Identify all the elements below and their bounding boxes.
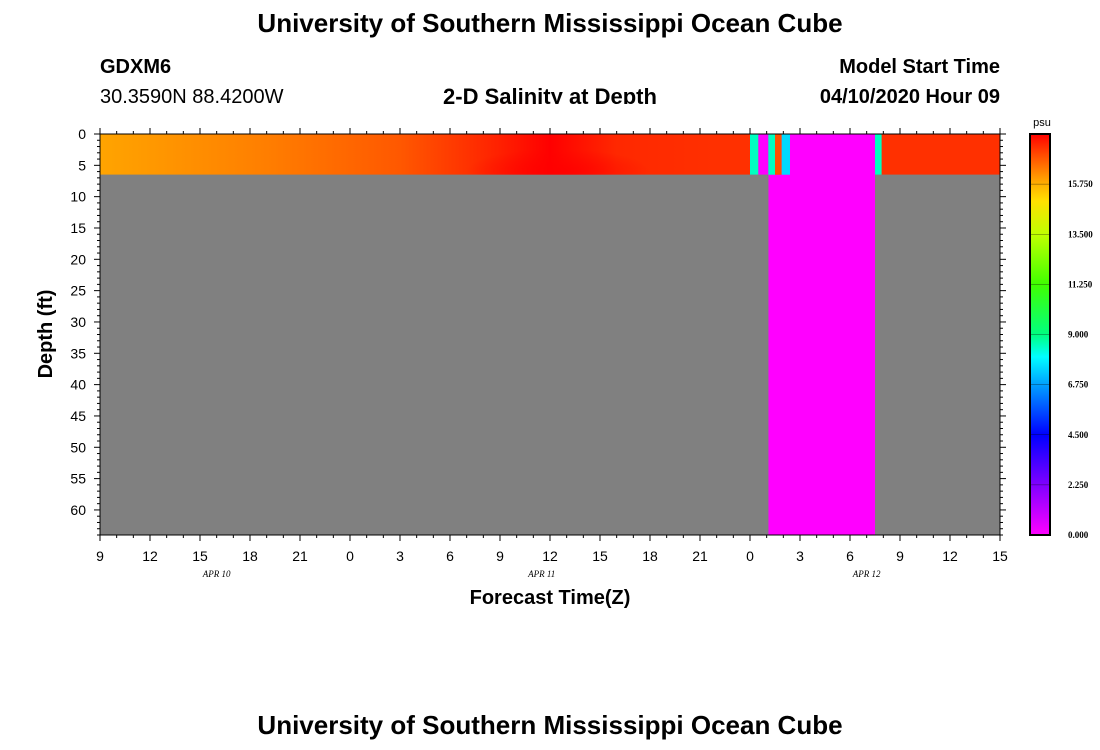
y-tick-label: 20 [70,251,86,267]
y-tick-label: 60 [70,502,86,518]
surface-segment [875,134,882,175]
y-tick-label: 40 [70,377,86,393]
surface-segment [768,134,775,175]
y-tick-label: 10 [70,189,86,205]
y-tick-label: 15 [70,220,86,236]
surface-segment [750,134,759,175]
date-label: APR 11 [527,569,555,579]
y-tick-label: 35 [70,345,86,361]
colorbar-label: 4.500 [1068,430,1089,440]
x-tick-label: 21 [292,548,308,564]
x-tick-label: 3 [396,548,404,564]
x-tick-label: 21 [692,548,708,564]
y-tick-label: 45 [70,408,86,424]
colorbar: 0.000 2.250 4.500 6.750 9.000 11.250 13.500 15.… [1029,133,1093,540]
plot-area [100,104,1000,535]
x-tick-label: 3 [796,548,804,564]
fresh-water-column [768,134,875,535]
y-tick-label: 55 [70,471,86,487]
x-tick-label: 15 [992,548,1008,564]
colorbar-unit: psu [1033,117,1051,129]
colorbar-label: 13.500 [1068,229,1093,239]
y-tick-label: 30 [70,314,86,330]
x-tick-label: 15 [192,548,208,564]
y-tick-label: 25 [70,283,86,299]
colorbar-label: 9.000 [1068,330,1089,340]
colorbar-label: 11.250 [1068,279,1093,289]
colorbar-label: 2.250 [1068,480,1089,490]
footer-title: University of Southern Mississippi Ocean… [257,710,843,740]
x-tick-label: 9 [496,548,504,564]
x-tick-label: 12 [142,548,158,564]
station-coordinates: 30.3590N 88.4200W [100,86,284,108]
x-axis-title: Forecast Time(Z) [470,587,631,609]
colorbar-label: 0.000 [1068,530,1089,540]
surface-salinity-band [100,134,750,175]
missing-data-left [100,174,769,535]
colorbar-label: 6.750 [1068,380,1089,390]
x-tick-label: 18 [242,548,258,564]
x-tick-label: 12 [942,548,958,564]
axes: 9 12 15 18 21 0 3 6 9 12 15 18 21 0 3 6 9 12 15 APR 10 APR 1… [70,126,1008,579]
model-start-label: Model Start Time [839,56,1000,78]
x-tick-label: 9 [96,548,104,564]
model-start-value: 04/10/2020 Hour 09 [819,86,1000,108]
surface-segment [758,134,769,175]
x-tick-label: 15 [592,548,608,564]
colorbar-label: 15.750 [1068,179,1093,189]
date-label: APR 12 [852,569,881,579]
station-id: GDXM6 [100,56,172,78]
y-tick-label: 50 [70,439,86,455]
y-tick-label: 0 [78,126,86,142]
x-tick-label: 18 [642,548,658,564]
y-axis-title: Depth (ft) [35,290,57,379]
x-tick-label: 0 [746,548,754,564]
y-tick-label: 5 [78,157,86,173]
surface-segment [781,134,790,175]
surface-segment [775,134,782,175]
date-label: APR 10 [202,569,231,579]
surface-segment [881,134,1000,175]
page-title: University of Southern Mississippi Ocean… [257,8,843,38]
x-tick-label: 12 [542,548,558,564]
missing-data-right [875,174,1000,535]
x-tick-label: 6 [846,548,854,564]
x-tick-label: 9 [896,548,904,564]
x-tick-label: 0 [346,548,354,564]
x-tick-label: 6 [446,548,454,564]
